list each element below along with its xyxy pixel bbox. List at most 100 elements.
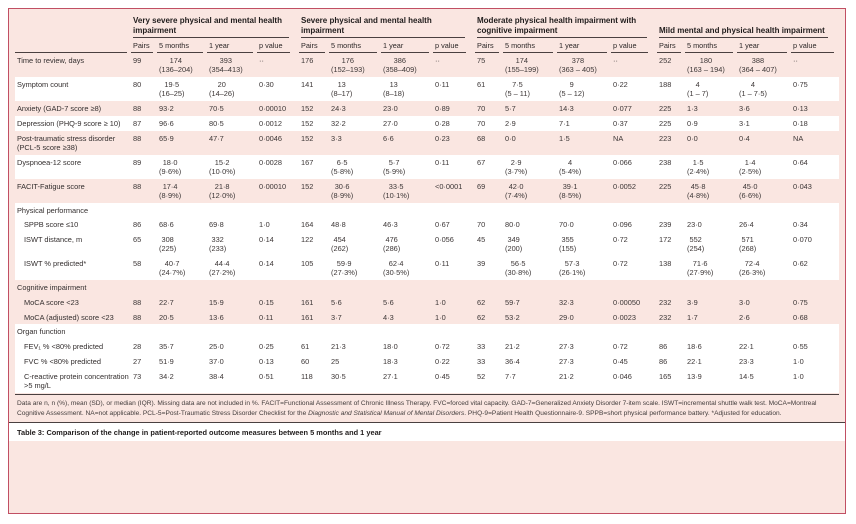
- cell-value: 0·066: [613, 157, 632, 167]
- cell-value: 61: [301, 342, 310, 352]
- cell-value: 14·3: [559, 104, 574, 114]
- cell-pairs: 138: [657, 256, 685, 280]
- cell-pairs: 152: [299, 131, 329, 155]
- cell-value: 30·5: [331, 371, 346, 381]
- cell-5-months: 3·9: [685, 295, 737, 310]
- cell-value: 80·5: [209, 118, 224, 128]
- cell-value: 571 (268): [739, 235, 757, 254]
- cell-value: 72·4 (26·3%): [739, 259, 766, 278]
- subheader-p-value: p value: [611, 38, 657, 54]
- cell-value: 0·043: [793, 181, 812, 191]
- cell-value: NA: [793, 133, 804, 143]
- cell-1-year: 13·6: [207, 310, 257, 325]
- cell-value: 0·68: [793, 312, 808, 322]
- cell-value: 61: [477, 80, 486, 90]
- cell-value: 0·13: [793, 104, 808, 114]
- cell-value: 26·4: [739, 220, 754, 230]
- cell-pairs: 225: [657, 101, 685, 116]
- cell-p-value: 0·22: [611, 77, 657, 101]
- cell-value: 22·1: [687, 356, 702, 366]
- cell-value: 252: [659, 56, 672, 66]
- cell-value: 45·8 (4·8%): [687, 181, 710, 200]
- cell-1-year: 69·8: [207, 217, 257, 232]
- cell-value: 38·4: [209, 371, 224, 381]
- subheader-p-value: p value: [257, 38, 299, 54]
- section-header-row: Physical performance: [15, 202, 839, 218]
- cell-value: 20 (14–26): [209, 80, 235, 99]
- cell-1-year: 44·4 (27·2%): [207, 256, 257, 280]
- cell-value: 454 (262): [331, 235, 349, 254]
- cell-p-value: 0·0046: [257, 131, 299, 155]
- cell-value: 53·2: [505, 312, 520, 322]
- cell-value: 0·55: [793, 342, 808, 352]
- cell-value: 174 (136–204): [159, 56, 193, 75]
- cell-pairs: 223: [657, 131, 685, 155]
- cell-value: 0·0: [505, 133, 516, 143]
- cell-pairs: 45: [475, 232, 503, 256]
- cell-value: 68·6: [159, 220, 174, 230]
- cell-value: 93·2: [159, 104, 174, 114]
- cell-5-months: 24·3: [329, 101, 381, 116]
- cell-value: 1·0: [435, 312, 446, 322]
- cell-5-months: 68·6: [157, 217, 207, 232]
- table-row: C-reactive protein concentration >5 mg/L…: [15, 368, 839, 393]
- cell-pairs: 80: [131, 77, 157, 101]
- cell-value: 39·1 (8·5%): [559, 181, 582, 200]
- cell-5-months: 42·0 (7·4%): [503, 179, 557, 203]
- cell-value: 23·0: [383, 104, 398, 114]
- cell-5-months: 1·3: [685, 101, 737, 116]
- cell-value: 27·0: [383, 118, 398, 128]
- cell-pairs: 62: [475, 310, 503, 325]
- cell-value: 45·0 (6·6%): [739, 181, 762, 200]
- cell-5-months: 7·7: [503, 369, 557, 393]
- cell-value: 60: [301, 356, 310, 366]
- cell-value: 239: [659, 220, 672, 230]
- cell-5-months: 13 (8–17): [329, 77, 381, 101]
- cell-p-value: 0·0052: [611, 179, 657, 203]
- cell-value: 0·22: [435, 356, 450, 366]
- section-header-row: Cognitive impairment: [15, 280, 839, 295]
- cell-pairs: 118: [299, 369, 329, 393]
- cell-value: 476 (286): [383, 235, 401, 254]
- group-header-mild: Mild mental and physical health impairme…: [657, 23, 838, 39]
- caption-label: Table 3:: [17, 428, 45, 438]
- cell-value: 0·23: [435, 133, 450, 143]
- cell-value: 0·30: [259, 80, 274, 90]
- cell-1-year: 20 (14–26): [207, 77, 257, 101]
- cell-value: 5·7: [505, 104, 516, 114]
- subheader-pairs: Pairs: [657, 38, 685, 54]
- cell-1-year: 46·3: [381, 217, 433, 232]
- subheader-p-value: p value: [791, 38, 838, 54]
- table-row: FEV₁ % <80% predicted 28 35·7 25·0 0·25 61 21·…: [15, 339, 839, 354]
- cell-p-value: 1·0: [433, 310, 475, 325]
- cell-value: 70·5: [209, 104, 224, 114]
- cell-value: 21·3: [331, 342, 346, 352]
- cell-value: 1·5: [559, 133, 570, 143]
- cell-value: 9 (5 – 12): [559, 80, 585, 99]
- cell-1-year: 27·1: [381, 369, 433, 393]
- cell-value: 2·9: [505, 118, 516, 128]
- cell-value: 393 (354–413): [209, 56, 243, 75]
- cell-pairs: 33: [475, 354, 503, 369]
- row-label: Anxiety (GAD-7 score ≥8): [17, 104, 102, 114]
- cell-p-value: 0·13: [257, 354, 299, 369]
- cell-value: 33: [477, 356, 486, 366]
- cell-value: 73: [133, 371, 142, 381]
- cell-p-value: 1·0: [433, 295, 475, 310]
- cell-value: 62·4 (30·5%): [383, 259, 410, 278]
- cell-value: 21·2: [559, 371, 574, 381]
- cell-5-months: 34·2: [157, 369, 207, 393]
- cell-value: 30·6 (8·9%): [331, 181, 354, 200]
- cell-value: 4·3: [383, 312, 394, 322]
- cell-pairs: 188: [657, 77, 685, 101]
- cell-value: 71·6 (27·9%): [687, 259, 714, 278]
- cell-value: 86: [659, 356, 668, 366]
- cell-value: 3·0: [739, 297, 750, 307]
- row-label: Time to review, days: [17, 56, 85, 66]
- cell-p-value: 0·34: [791, 217, 838, 232]
- cell-1-year: 355 (155): [557, 232, 611, 256]
- subheader-1-year: 1 year: [207, 38, 257, 54]
- cell-1-year: 27·3: [557, 354, 611, 369]
- subheader-row: Pairs 5 months 1 year p value Pairs 5 mo…: [15, 38, 839, 54]
- cell-pairs: 239: [657, 217, 685, 232]
